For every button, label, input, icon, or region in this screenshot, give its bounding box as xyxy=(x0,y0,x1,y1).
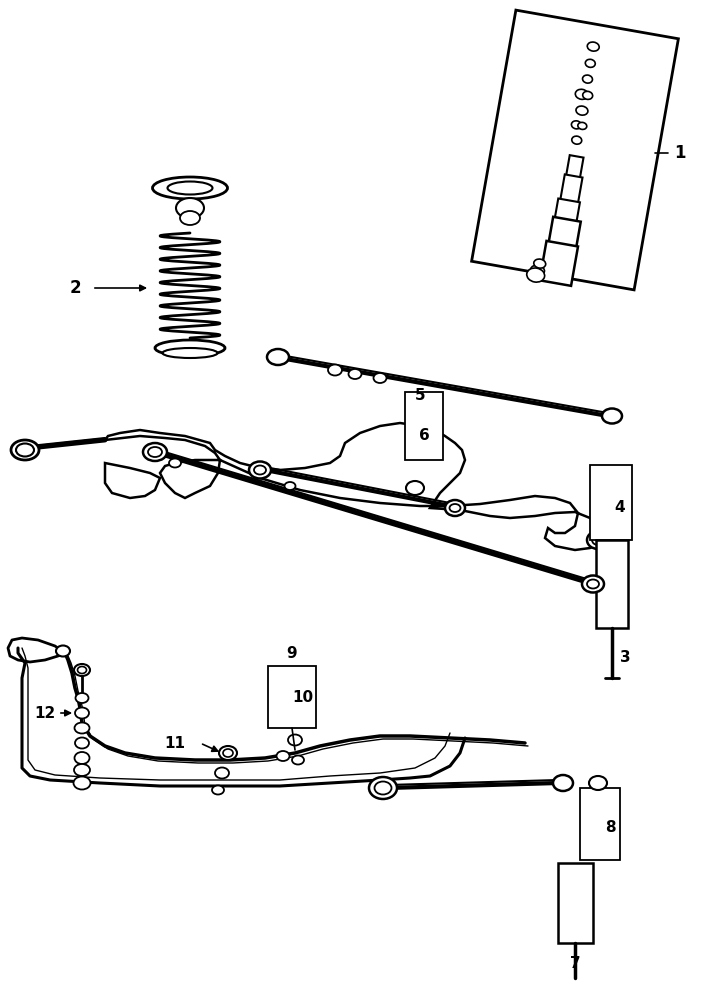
Ellipse shape xyxy=(575,90,588,100)
Ellipse shape xyxy=(249,462,271,479)
Ellipse shape xyxy=(587,580,599,589)
Ellipse shape xyxy=(277,751,290,761)
Bar xyxy=(580,788,620,860)
Ellipse shape xyxy=(571,121,582,129)
Bar xyxy=(539,241,578,286)
Ellipse shape xyxy=(587,531,609,549)
Ellipse shape xyxy=(76,694,89,703)
Text: 5: 5 xyxy=(415,388,425,403)
Bar xyxy=(558,863,593,943)
Text: 10: 10 xyxy=(293,690,314,706)
Ellipse shape xyxy=(374,781,392,794)
Ellipse shape xyxy=(582,75,593,83)
Text: 1: 1 xyxy=(674,144,686,162)
Ellipse shape xyxy=(527,268,545,282)
Ellipse shape xyxy=(215,767,229,778)
Ellipse shape xyxy=(602,408,622,423)
Text: 11: 11 xyxy=(165,736,186,751)
Bar xyxy=(268,666,316,728)
Bar xyxy=(472,10,678,290)
Ellipse shape xyxy=(349,369,362,379)
Ellipse shape xyxy=(143,443,167,461)
Ellipse shape xyxy=(254,466,266,475)
Text: 4: 4 xyxy=(614,501,625,515)
Ellipse shape xyxy=(587,42,599,51)
Ellipse shape xyxy=(553,775,573,791)
Ellipse shape xyxy=(77,666,87,673)
Ellipse shape xyxy=(176,198,204,218)
Bar xyxy=(564,155,584,187)
Ellipse shape xyxy=(578,122,587,129)
Ellipse shape xyxy=(582,576,604,593)
Ellipse shape xyxy=(373,373,387,383)
Bar xyxy=(553,199,580,234)
Ellipse shape xyxy=(582,92,593,100)
Ellipse shape xyxy=(288,735,302,746)
Ellipse shape xyxy=(589,776,607,790)
Ellipse shape xyxy=(449,504,461,512)
Text: 6: 6 xyxy=(419,428,430,444)
Ellipse shape xyxy=(328,365,342,376)
Ellipse shape xyxy=(74,723,90,734)
Ellipse shape xyxy=(16,444,34,457)
Ellipse shape xyxy=(75,738,89,749)
Ellipse shape xyxy=(592,535,604,545)
Ellipse shape xyxy=(531,265,545,275)
Ellipse shape xyxy=(445,500,465,516)
Ellipse shape xyxy=(11,440,39,460)
Bar xyxy=(405,392,443,460)
Ellipse shape xyxy=(267,349,289,365)
Ellipse shape xyxy=(155,340,225,356)
Ellipse shape xyxy=(534,259,546,268)
Ellipse shape xyxy=(162,348,218,358)
Text: 2: 2 xyxy=(69,279,81,297)
Text: 9: 9 xyxy=(287,645,297,660)
Ellipse shape xyxy=(74,664,90,676)
Bar xyxy=(545,217,581,266)
Text: 8: 8 xyxy=(605,821,615,836)
Ellipse shape xyxy=(571,136,582,144)
Ellipse shape xyxy=(585,59,596,68)
Polygon shape xyxy=(105,463,160,498)
Ellipse shape xyxy=(75,708,89,719)
Ellipse shape xyxy=(285,482,296,490)
Ellipse shape xyxy=(219,746,237,760)
Text: 3: 3 xyxy=(620,650,630,665)
Text: 12: 12 xyxy=(34,706,55,721)
Ellipse shape xyxy=(169,459,181,468)
Ellipse shape xyxy=(56,645,70,656)
Ellipse shape xyxy=(74,776,90,789)
Ellipse shape xyxy=(369,777,397,799)
Ellipse shape xyxy=(406,481,424,495)
Ellipse shape xyxy=(576,106,588,115)
Polygon shape xyxy=(105,423,600,550)
Ellipse shape xyxy=(148,447,162,457)
Ellipse shape xyxy=(180,211,200,225)
Ellipse shape xyxy=(74,752,90,764)
Bar xyxy=(590,465,632,540)
Ellipse shape xyxy=(223,749,233,757)
Bar xyxy=(596,540,628,628)
Ellipse shape xyxy=(152,177,227,199)
Ellipse shape xyxy=(167,181,213,195)
Ellipse shape xyxy=(74,764,90,776)
Text: 7: 7 xyxy=(570,956,580,971)
Bar xyxy=(558,174,582,212)
Ellipse shape xyxy=(292,756,304,764)
Ellipse shape xyxy=(212,785,224,794)
